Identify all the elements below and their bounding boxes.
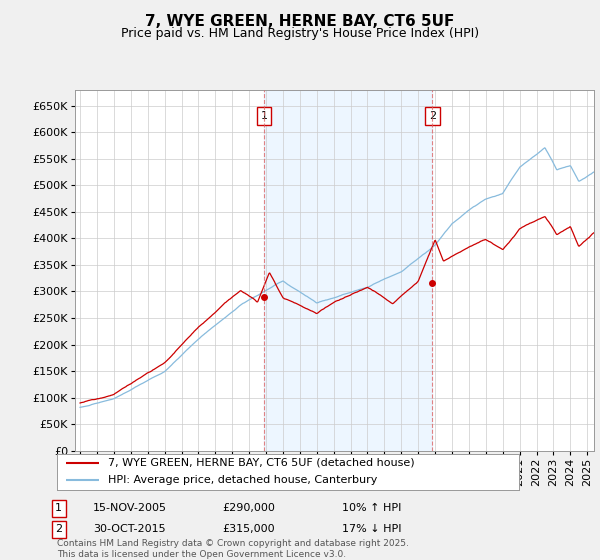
Text: Contains HM Land Registry data © Crown copyright and database right 2025.
This d: Contains HM Land Registry data © Crown c…	[57, 539, 409, 559]
Text: 17% ↓ HPI: 17% ↓ HPI	[342, 524, 401, 534]
Text: HPI: Average price, detached house, Canterbury: HPI: Average price, detached house, Cant…	[108, 475, 377, 485]
Text: 2: 2	[428, 111, 436, 121]
Text: 30-OCT-2015: 30-OCT-2015	[93, 524, 166, 534]
Text: Price paid vs. HM Land Registry's House Price Index (HPI): Price paid vs. HM Land Registry's House …	[121, 27, 479, 40]
Text: 7, WYE GREEN, HERNE BAY, CT6 5UF: 7, WYE GREEN, HERNE BAY, CT6 5UF	[145, 14, 455, 29]
Text: 10% ↑ HPI: 10% ↑ HPI	[342, 503, 401, 514]
Text: 2: 2	[55, 524, 62, 534]
Text: 1: 1	[260, 111, 268, 121]
Text: £290,000: £290,000	[222, 503, 275, 514]
Text: £315,000: £315,000	[222, 524, 275, 534]
Text: 1: 1	[55, 503, 62, 514]
Text: 15-NOV-2005: 15-NOV-2005	[93, 503, 167, 514]
Text: 7, WYE GREEN, HERNE BAY, CT6 5UF (detached house): 7, WYE GREEN, HERNE BAY, CT6 5UF (detach…	[108, 458, 415, 468]
